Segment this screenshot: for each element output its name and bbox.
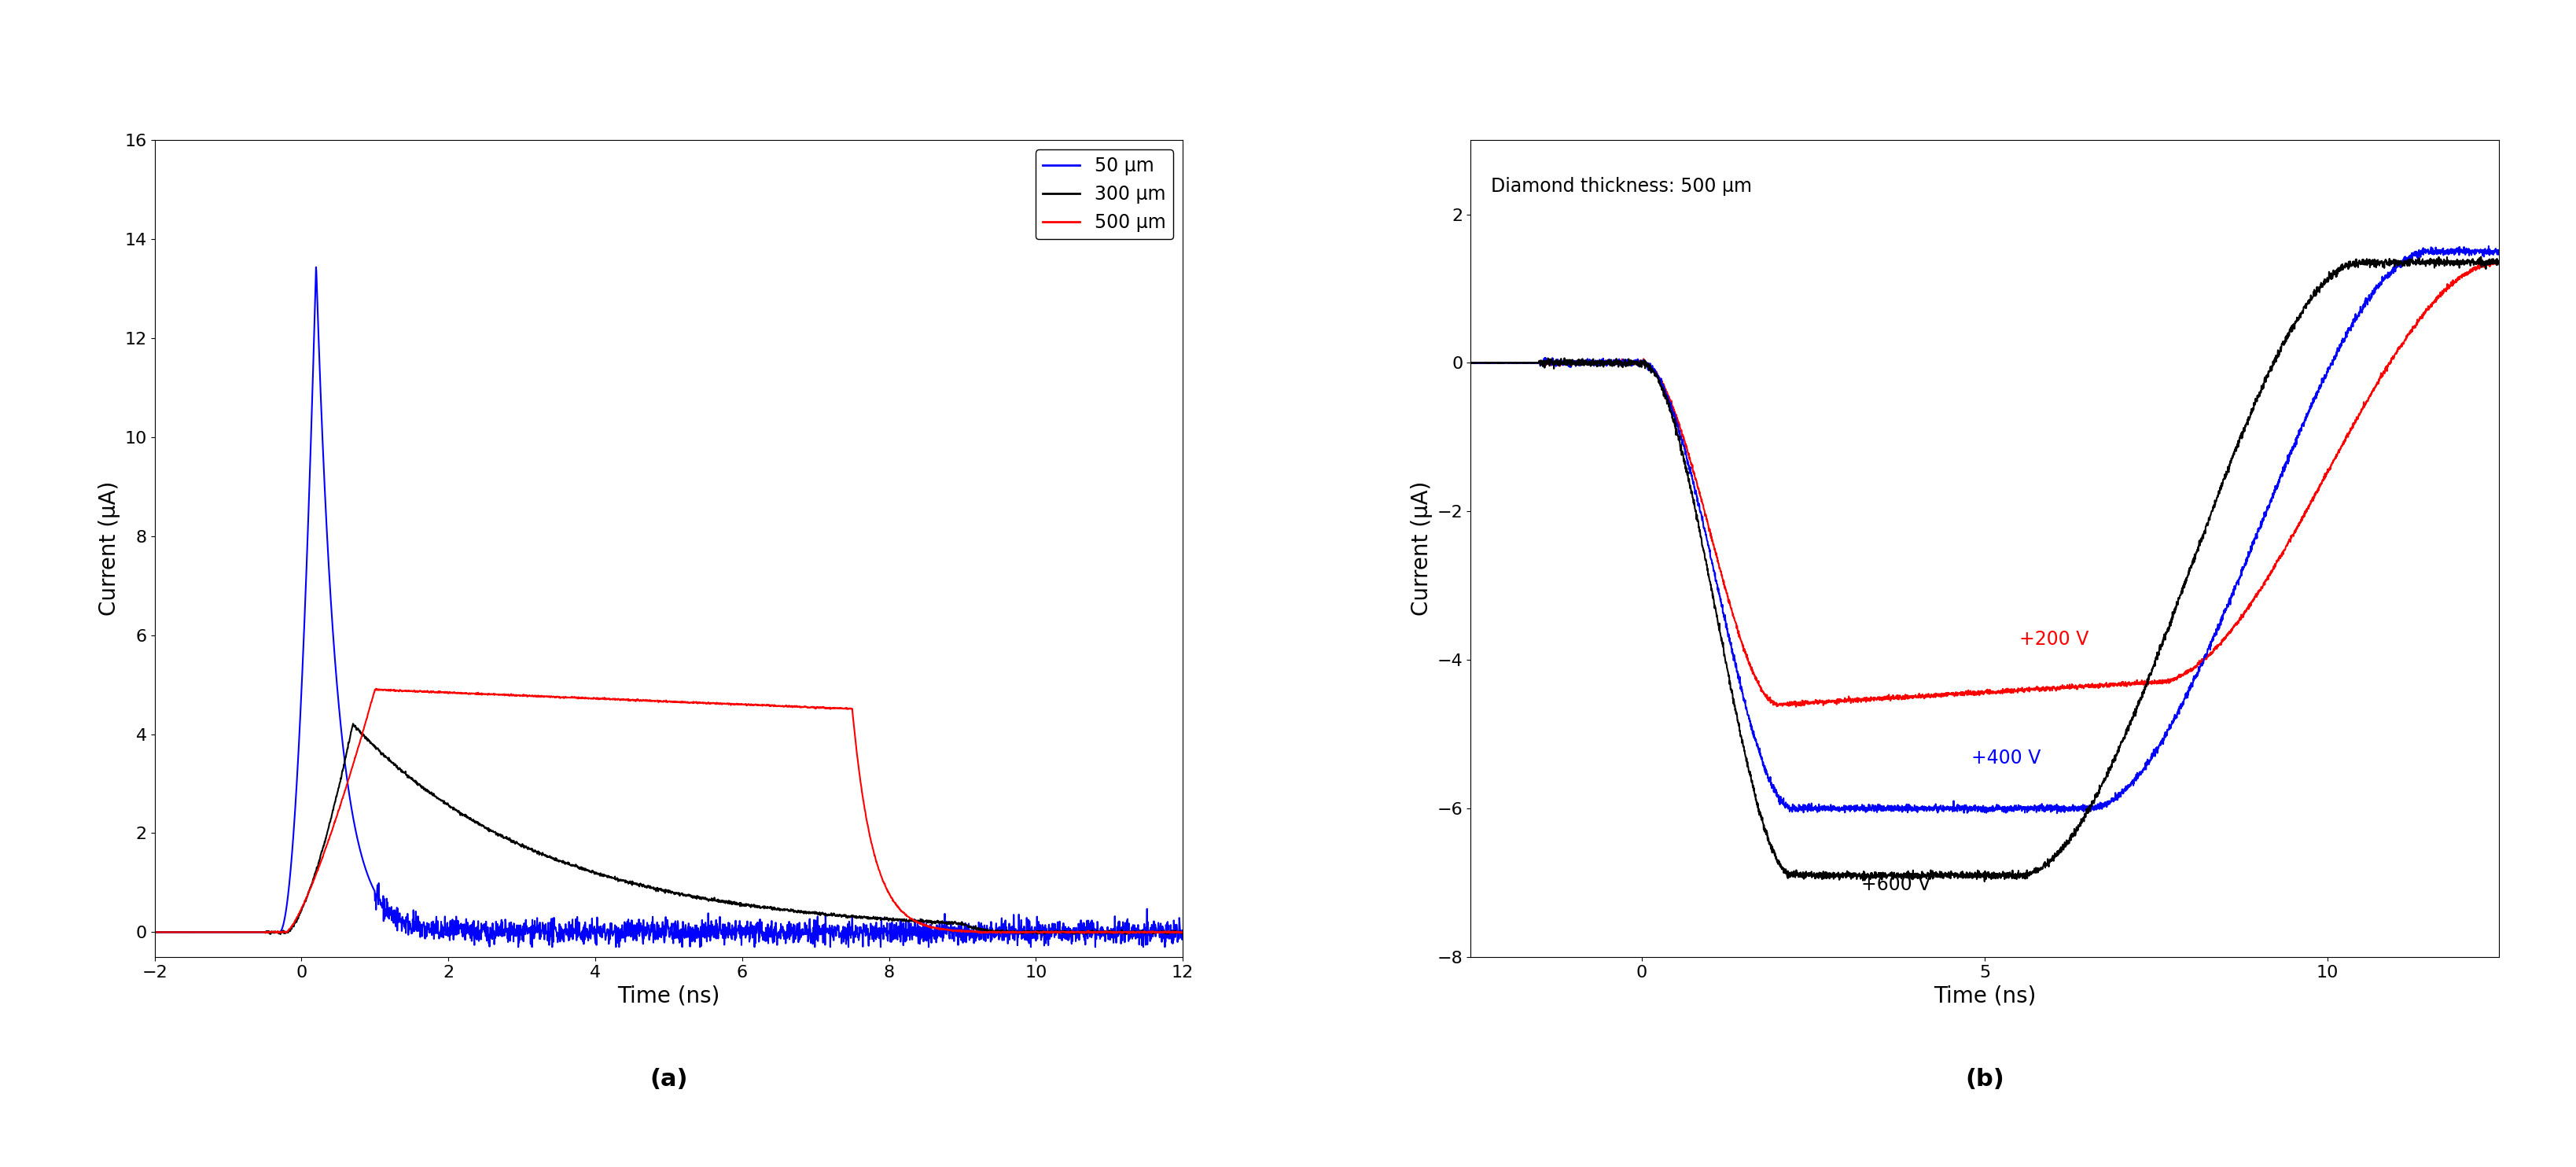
Y-axis label: Current (μA): Current (μA) [98,481,121,616]
Legend: 50 μm, 300 μm, 500 μm: 50 μm, 300 μm, 500 μm [1036,149,1175,239]
X-axis label: Time (ns): Time (ns) [618,985,719,1007]
Text: (a): (a) [649,1068,688,1091]
X-axis label: Time (ns): Time (ns) [1935,985,2035,1007]
Y-axis label: Current (μA): Current (μA) [1412,481,1432,616]
Text: Diamond thickness: 500 μm: Diamond thickness: 500 μm [1492,177,1752,196]
Text: +200 V: +200 V [2020,630,2089,649]
Text: +600 V: +600 V [1862,875,1932,894]
Text: +400 V: +400 V [1971,749,2040,768]
Text: (b): (b) [1965,1068,2004,1091]
